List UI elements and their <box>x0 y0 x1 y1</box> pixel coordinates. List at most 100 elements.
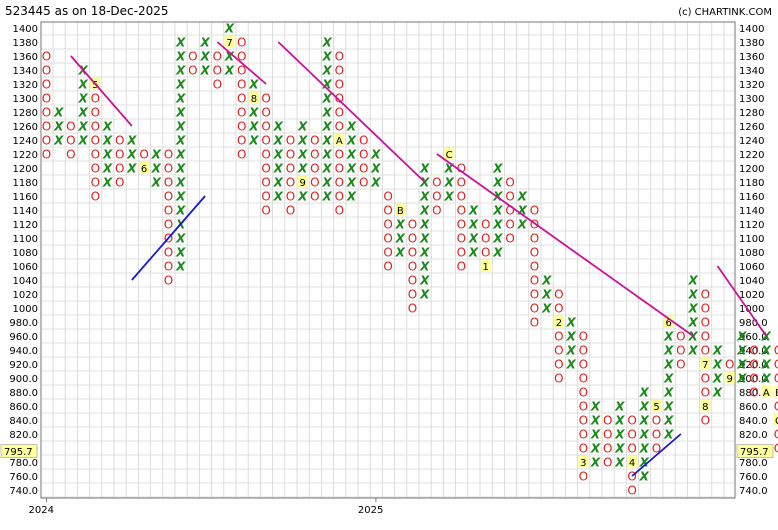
o-box: O <box>432 176 441 190</box>
o-box: O <box>359 134 368 148</box>
o-box: O <box>261 162 270 176</box>
o-box: O <box>66 148 75 162</box>
x-box: X <box>590 456 601 470</box>
month-marker: A <box>336 136 343 147</box>
o-box: O <box>335 204 344 218</box>
o-box: O <box>164 204 173 218</box>
y-tick-label-right: 1140 <box>739 206 764 217</box>
x-box: X <box>53 134 64 148</box>
y-tick-label-left: 840.0 <box>9 416 38 427</box>
o-box: O <box>554 330 563 344</box>
o-box: O <box>701 344 710 358</box>
x-box: X <box>297 162 308 176</box>
o-box: O <box>530 204 539 218</box>
o-box: O <box>383 246 392 260</box>
o-box: O <box>335 190 344 204</box>
o-box: O <box>164 260 173 274</box>
y-tick-label-right: 1220 <box>739 150 764 161</box>
o-box: O <box>91 162 100 176</box>
o-box: O <box>383 260 392 274</box>
o-box: O <box>627 414 636 428</box>
x-box: X <box>395 246 406 260</box>
x-box: X <box>102 162 113 176</box>
x-box: X <box>492 162 503 176</box>
o-box: O <box>335 162 344 176</box>
x-box: X <box>736 358 747 372</box>
o-box: O <box>286 176 295 190</box>
x-box: X <box>614 428 625 442</box>
o-box: O <box>603 414 612 428</box>
x-box: X <box>151 162 162 176</box>
x-box: X <box>492 176 503 190</box>
o-box: O <box>530 274 539 288</box>
o-box: O <box>652 414 661 428</box>
month-marker: 7 <box>226 38 232 49</box>
x-box: X <box>395 232 406 246</box>
o-box: O <box>213 50 222 64</box>
x-box: X <box>687 330 698 344</box>
x-box: X <box>443 176 454 190</box>
x-box: X <box>175 106 186 120</box>
o-box: O <box>261 190 270 204</box>
o-box: O <box>286 190 295 204</box>
o-box: O <box>164 148 173 162</box>
x-axis-label: 2025 <box>358 505 383 516</box>
x-box: X <box>565 330 576 344</box>
x-box: X <box>663 386 674 400</box>
x-box: X <box>736 330 747 344</box>
x-box: X <box>175 204 186 218</box>
x-box: X <box>151 176 162 190</box>
o-box: O <box>481 246 490 260</box>
x-box: X <box>346 148 357 162</box>
o-box: O <box>66 120 75 134</box>
x-box: X <box>175 232 186 246</box>
x-box: X <box>175 176 186 190</box>
month-marker: 8 <box>251 94 257 105</box>
y-tick-label-right: 760.0 <box>739 472 768 483</box>
x-box: X <box>321 190 332 204</box>
o-box: O <box>554 302 563 316</box>
o-box: O <box>408 274 417 288</box>
y-tick-label-left: 1260 <box>13 122 38 133</box>
o-box: O <box>408 302 417 316</box>
y-tick-label-left: 1340 <box>13 66 38 77</box>
o-box: O <box>627 428 636 442</box>
x-box: X <box>273 120 284 134</box>
x-box: X <box>468 218 479 232</box>
x-box: X <box>395 218 406 232</box>
x-box: X <box>321 106 332 120</box>
x-box: X <box>273 162 284 176</box>
o-box: O <box>359 148 368 162</box>
y-tick-label-right: 740.0 <box>739 486 768 497</box>
y-tick-label-left: 900.0 <box>9 374 38 385</box>
x-box: X <box>175 120 186 134</box>
o-box: O <box>139 148 148 162</box>
x-box: X <box>443 190 454 204</box>
y-tick-label-left: 1000 <box>13 304 38 315</box>
o-box: O <box>505 218 514 232</box>
x-box: X <box>663 344 674 358</box>
y-tick-label-right: 1380 <box>739 38 764 49</box>
o-box: O <box>335 78 344 92</box>
o-box: O <box>237 106 246 120</box>
y-tick-label-right: 1180 <box>739 178 764 189</box>
o-box: O <box>335 120 344 134</box>
x-box: X <box>590 428 601 442</box>
x-box: X <box>639 400 650 414</box>
x-box: X <box>517 190 528 204</box>
x-box: X <box>419 288 430 302</box>
x-box: X <box>687 274 698 288</box>
o-box: O <box>627 442 636 456</box>
o-box: O <box>505 232 514 246</box>
x-box: X <box>614 414 625 428</box>
x-box: X <box>273 148 284 162</box>
y-tick-label-right: 1040 <box>739 276 764 287</box>
o-box: O <box>457 190 466 204</box>
o-box: O <box>188 64 197 78</box>
o-box: O <box>261 204 270 218</box>
x-box: X <box>419 218 430 232</box>
month-marker: 9 <box>300 178 306 189</box>
y-tick-label-left: 1180 <box>13 178 38 189</box>
month-marker: 8 <box>702 402 708 413</box>
x-box: X <box>517 218 528 232</box>
